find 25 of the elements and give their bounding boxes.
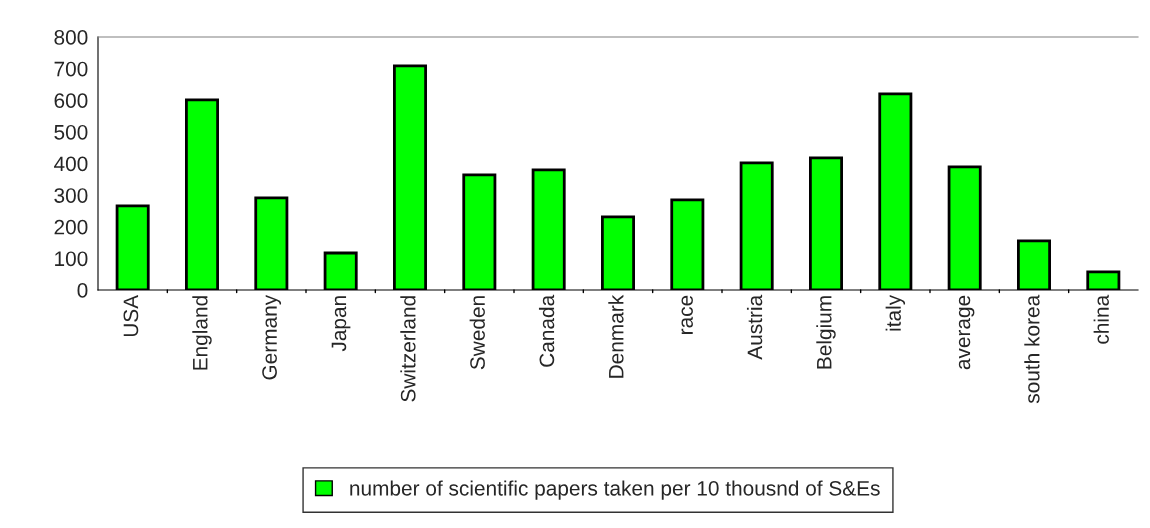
x-tick-label: England bbox=[192, 296, 212, 370]
x-tick-label: Germany bbox=[262, 294, 282, 380]
y-tick-label: 100 bbox=[55, 251, 88, 267]
legend-label: number of scientific papers taken per 10 thousnd of S&Es bbox=[350, 480, 880, 500]
y-tick-label: 400 bbox=[54, 156, 88, 172]
x-tick-label: south korea bbox=[1024, 294, 1040, 404]
y-tick-label: 800 bbox=[54, 30, 88, 45]
x-tick-label: Denmark bbox=[608, 294, 624, 378]
y-tick-label: 300 bbox=[54, 188, 88, 203]
x-tick-label: Japan bbox=[331, 296, 351, 352]
x-tick-label: race bbox=[681, 295, 693, 334]
y-tick-label: 700 bbox=[54, 61, 88, 77]
x-tick-label: Belgium bbox=[816, 296, 836, 369]
x-tick-label: USA bbox=[123, 294, 139, 337]
x-tick-label: Sweden bbox=[469, 296, 485, 370]
y-tick-label: 500 bbox=[54, 124, 88, 140]
x-tick-label: Switzerland bbox=[400, 296, 416, 402]
x-tick-label: Austria bbox=[746, 294, 763, 360]
x-tick-label: italy bbox=[885, 294, 906, 331]
x-tick-label: china bbox=[1093, 294, 1109, 344]
y-tick-label: 0 bbox=[77, 283, 88, 298]
y-tick-label: 200 bbox=[54, 219, 88, 235]
y-tick-label: 600 bbox=[54, 93, 88, 108]
x-tick-label: Canada bbox=[538, 294, 555, 367]
x-tick-label: average bbox=[958, 295, 975, 370]
